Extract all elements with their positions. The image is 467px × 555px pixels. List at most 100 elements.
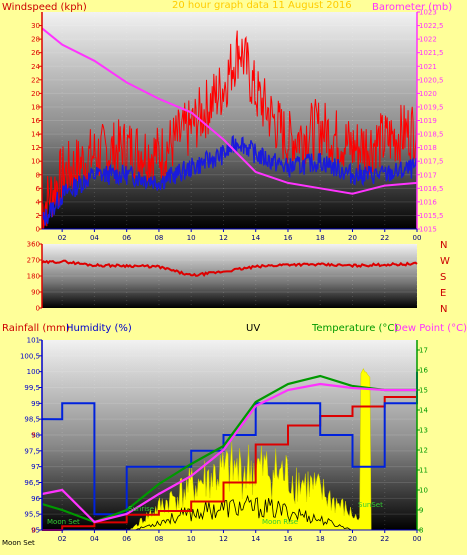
wind-y-tick-label: 4: [36, 198, 41, 206]
humidity-axis-title: Humidity (%): [66, 323, 132, 334]
wind-y-tick-label: 18: [31, 103, 40, 111]
humidity-y-tick-label: 95,5: [24, 511, 40, 519]
uv-axis-title: UV: [246, 323, 260, 334]
temperature-y-tick-label: 10: [419, 487, 428, 495]
temperature-y-tick-label: 14: [419, 407, 428, 415]
wind-y-tick-label: 6: [36, 185, 41, 193]
temperature-y-tick-label: 11: [419, 467, 428, 475]
direction-y-tick-label: 90: [31, 289, 40, 297]
temperature-x-tick-label: 18: [316, 535, 325, 543]
direction-series: [41, 259, 418, 277]
barometer-series: [41, 27, 418, 195]
temperature-y-tick-label: 15: [419, 387, 428, 395]
compass-label: E: [440, 288, 446, 299]
wind-x-tick-label: 20: [348, 234, 357, 242]
humidity-y-tick-label: 99: [31, 400, 40, 408]
uv-series: [134, 494, 352, 531]
wind-y-tick-label: 30: [31, 22, 40, 30]
temperature-x-tick-label: 02: [58, 535, 67, 543]
rainfall-tick-label: 0: [32, 527, 36, 535]
temperature-x-tick-label: 00: [413, 535, 422, 543]
baro-y-tick-label: 1023: [419, 9, 437, 17]
temperature-axis-title: Temperature (°C): [311, 323, 398, 334]
temperature-y-tick-label: 8: [419, 527, 423, 535]
wind-x-tick-label: 04: [90, 234, 99, 242]
wind-x-tick-label: 14: [251, 234, 260, 242]
wind-x-tick-label: 12: [219, 234, 228, 242]
direction-y-tick-label: 360: [27, 241, 40, 249]
baro-y-tick-label: 1018,5: [419, 131, 444, 139]
temperature-x-tick-label: 10: [187, 535, 196, 543]
temperature-y-tick-label: 13: [419, 427, 428, 435]
wind-x-tick-label: 08: [154, 234, 163, 242]
wind-y-tick-label: 22: [31, 76, 40, 84]
rainfall-axis-title: Rainfall (mm): [2, 323, 70, 334]
solar-radiation-fill: [129, 368, 373, 531]
temperature-x-tick-label: 06: [122, 535, 131, 543]
temperature-y-tick-label: 9: [419, 507, 423, 515]
humidity-y-tick-label: 97,5: [24, 447, 40, 455]
temperature-x-tick-label: 12: [219, 535, 228, 543]
baro-y-tick-label: 1019,5: [419, 103, 444, 111]
baro-y-tick-label: 1018: [419, 144, 437, 152]
temperature-x-tick-label: 04: [90, 535, 99, 543]
wind-y-tick-label: 28: [31, 36, 40, 44]
dewpoint-series: [41, 382, 417, 524]
baro-y-tick-label: 1017,5: [419, 158, 444, 166]
humidity-y-tick-label: 98: [31, 432, 40, 440]
sunset-annotation: SunSet: [358, 501, 383, 509]
temperature-x-tick-label: 20: [348, 535, 357, 543]
baro-y-tick-label: 1020,5: [419, 76, 444, 84]
compass-label: S: [440, 272, 446, 283]
temperature-x-tick-label: 16: [284, 535, 293, 543]
baro-y-tick-label: 1022: [419, 36, 437, 44]
wind-x-tick-label: 06: [122, 234, 131, 242]
humidity-y-tick-label: 96,5: [24, 479, 40, 487]
baro-y-tick-label: 1019: [419, 117, 437, 125]
wind-x-tick-label: 18: [316, 234, 325, 242]
baro-y-tick-label: 1017: [419, 171, 437, 179]
wind-y-tick-label: 14: [31, 131, 40, 139]
temperature-y-tick-label: 16: [419, 367, 428, 375]
wind-y-tick-label: 8: [36, 171, 40, 179]
direction-y-tick-label: 0: [36, 305, 40, 313]
humidity-y-tick-label: 100: [27, 368, 40, 376]
temperature-x-tick-label: 08: [154, 535, 163, 543]
baro-y-tick-label: 1022,5: [419, 22, 444, 30]
barometer-axis-title: Barometer (mb): [372, 2, 452, 13]
direction-y-tick-label: 180: [27, 273, 40, 281]
moon-set-axis-annotation: Moon Set: [2, 539, 35, 547]
wind-y-tick-label: 2: [36, 212, 40, 220]
temperature-y-tick-label: 17: [419, 347, 428, 355]
compass-label: W: [440, 256, 450, 267]
avg-wind-series: [41, 134, 418, 226]
moon-rise-annotation: Moon Rise: [262, 518, 298, 526]
baro-y-tick-label: 1021,5: [419, 49, 444, 57]
humidity-y-tick-label: 95: [31, 527, 40, 535]
wind-y-tick-label: 24: [31, 63, 40, 71]
temperature-x-tick-label: 14: [251, 535, 260, 543]
gust-series: [41, 30, 418, 230]
humidity-y-tick-label: 99,5: [24, 384, 40, 392]
humidity-y-tick-label: 98,5: [24, 416, 40, 424]
baro-y-tick-label: 1016,5: [419, 185, 444, 193]
direction-plot-area: [42, 244, 417, 308]
dewpoint-axis-title: Dew Point (°C): [394, 323, 467, 334]
wind-y-tick-label: 16: [31, 117, 40, 125]
humidity-y-tick-label: 100,5: [20, 352, 40, 360]
compass-label: N: [440, 240, 447, 251]
baro-y-tick-label: 1016: [419, 198, 437, 206]
humidity-y-tick-label: 96: [31, 495, 40, 503]
moon-set-annotation: Moon Set: [47, 518, 80, 526]
baro-y-tick-label: 1020: [419, 90, 437, 98]
wind-x-tick-label: 02: [58, 234, 67, 242]
humidity-series: [41, 371, 418, 516]
temperature-y-tick-label: 12: [419, 447, 428, 455]
temperature-x-tick-label: 22: [380, 535, 389, 543]
rainfall-tick-label: 5: [32, 432, 36, 440]
baro-y-tick-label: 1021: [419, 63, 437, 71]
humidity-y-tick-label: 101: [27, 337, 40, 345]
baro-y-tick-label: 1015,5: [419, 212, 444, 220]
wind-y-tick-label: 26: [31, 49, 40, 57]
